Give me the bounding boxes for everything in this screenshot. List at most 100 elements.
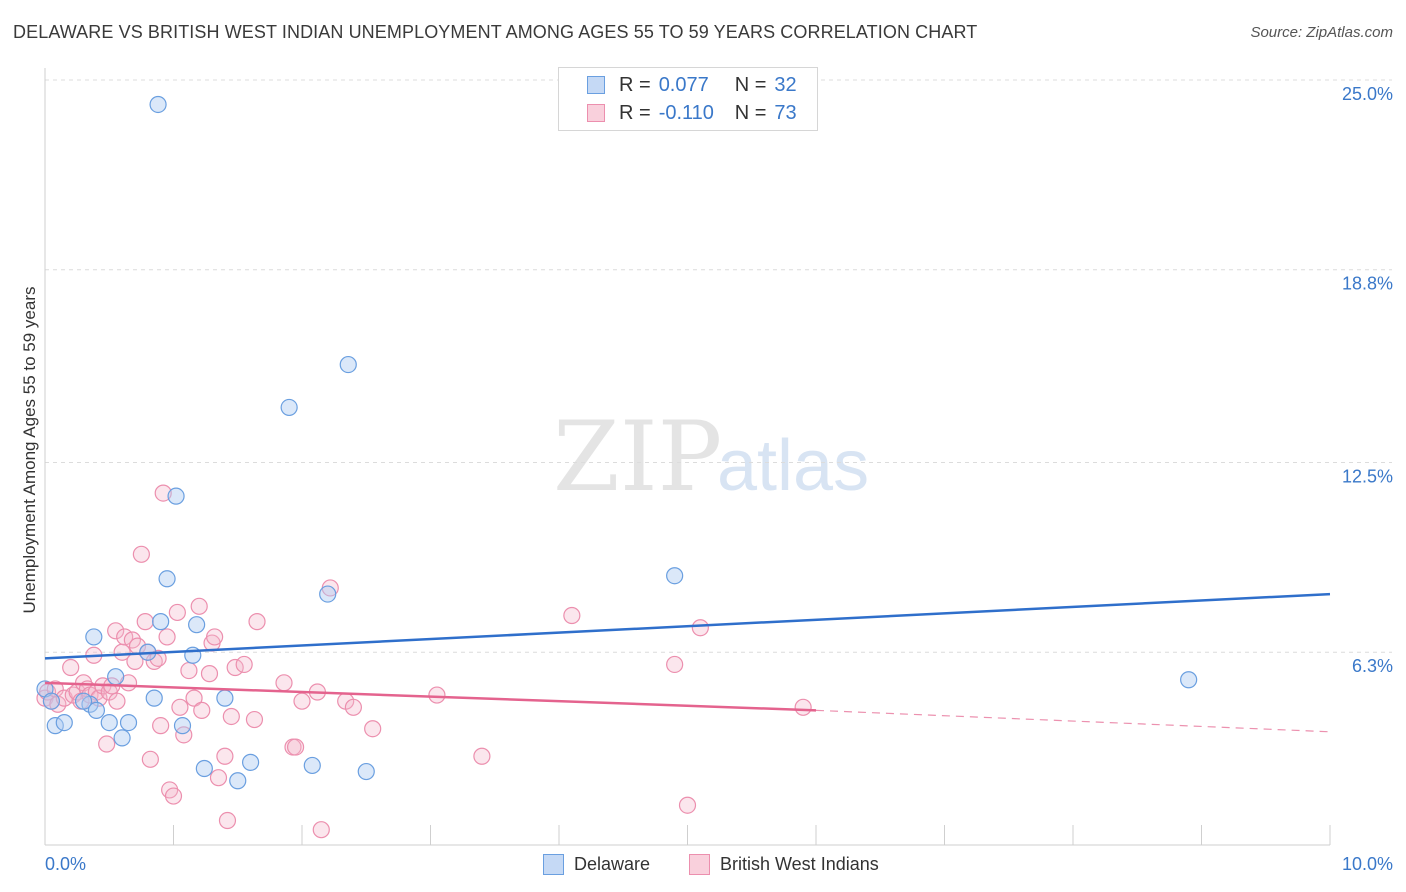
delaware-point [167,487,185,505]
x-tick-label: 0.0% [45,854,86,874]
bwi-point [98,735,116,753]
chart-title: DELAWARE VS BRITISH WEST INDIAN UNEMPLOY… [13,22,978,42]
n-label: N = [734,73,767,96]
delaware-point [1180,671,1198,689]
delaware-point [152,613,170,631]
bwi-point [473,747,491,765]
delaware-point [149,95,167,114]
legend-label-delaware: Delaware [574,853,651,874]
bwi-trend-line [44,681,817,712]
bwi-point [222,707,240,726]
bwi-point [275,674,293,692]
delaware-point [339,355,357,374]
delaware-point [280,398,298,417]
y-axis-label: Unemployment Among Ages 55 to 59 years [20,286,39,614]
bwi-point [152,717,170,735]
r-value: 0.077 [658,73,709,96]
legend-label-bwi: British West Indians [720,853,879,874]
bwi-point [209,769,228,787]
bwi-point [344,698,362,716]
legend-row-delaware: R = 0.077 N = 32 [587,72,797,98]
delaware-point [303,756,321,775]
bwi-point [108,692,126,710]
watermark-zip: ZIP [553,401,722,513]
delaware-point [100,713,118,732]
legend-item-delaware[interactable]: Delaware [543,852,650,876]
bwi-point [666,655,684,674]
delaware-point [173,717,192,735]
delaware-point [55,713,73,732]
bwi-point [206,628,224,646]
bwi-point [364,720,382,738]
bwi-trend-extension [815,709,1331,733]
bwi-point [185,689,203,707]
bwi-swatch [689,853,710,875]
delaware-point [85,628,103,646]
delaware-point [113,729,131,747]
bwi-point [245,710,264,729]
bwi-point [235,655,253,674]
legend-item-bwi[interactable]: British West Indians [689,852,879,876]
delaware-point [319,585,337,603]
bwi-point [286,738,305,756]
watermark-atlas: atlas [717,426,869,506]
bwi-point [563,606,581,625]
r-label: R = [619,101,651,124]
x-tick-label: 10.0% [1342,854,1393,874]
source-label: Source: ZipAtlas.com [1250,24,1393,41]
bwi-point [132,545,150,563]
y-tick-label: 6.3% [1352,656,1393,676]
bwi-point [248,613,266,631]
y-tick-label: 25.0% [1342,84,1393,104]
delaware-swatch [543,853,564,875]
bwi-point [164,787,183,805]
delaware-point [145,689,163,707]
bwi-point [168,603,186,622]
bwi-point [141,750,159,768]
y-tick-label: 18.8% [1342,274,1393,294]
bwi-point [226,658,244,677]
delaware-point [87,701,106,719]
bwi-point [193,701,211,719]
delaware-point [195,759,213,778]
bwi-point [312,821,330,839]
delaware-point [107,668,125,686]
delaware-point [357,762,375,781]
legend-row-bwi: R = -0.110 N = 73 [587,100,797,126]
y-tick-label: 12.5% [1342,467,1393,487]
delaware-point [242,753,260,771]
n-value: 73 [774,101,797,124]
bwi-point [678,796,697,814]
bwi-point [691,619,709,637]
delaware-point [119,713,138,732]
bwi-point [180,661,198,680]
r-value: -0.110 [658,101,714,124]
delaware-point [158,570,176,588]
stats-legend: R = 0.077 N = 32 R = -0.110 N = 73 [558,67,818,131]
delaware-point [42,692,61,710]
bwi-swatch [587,104,605,122]
delaware-point [74,692,93,710]
delaware-point [46,717,64,735]
bwi-point [149,649,167,667]
delaware-point [188,616,206,634]
bwi-point [218,811,237,830]
bwi-point [171,698,189,716]
bwi-point [158,628,176,646]
bwi-point [136,613,154,631]
bwi-point [428,686,446,704]
r-label: R = [619,73,651,96]
bwi-point [293,692,311,710]
bwi-point [62,658,80,677]
delaware-swatch [587,76,605,94]
bwi-point [794,698,812,716]
y-axis-label-wrap: Unemployment Among Ages 55 to 59 years [16,250,46,650]
bwi-point [190,597,208,615]
bwi-point [200,665,219,683]
bwi-point [154,484,172,502]
delaware-point [229,772,247,790]
bwi-point [216,747,234,765]
delaware-point [666,567,684,585]
bwi-point [107,622,125,640]
